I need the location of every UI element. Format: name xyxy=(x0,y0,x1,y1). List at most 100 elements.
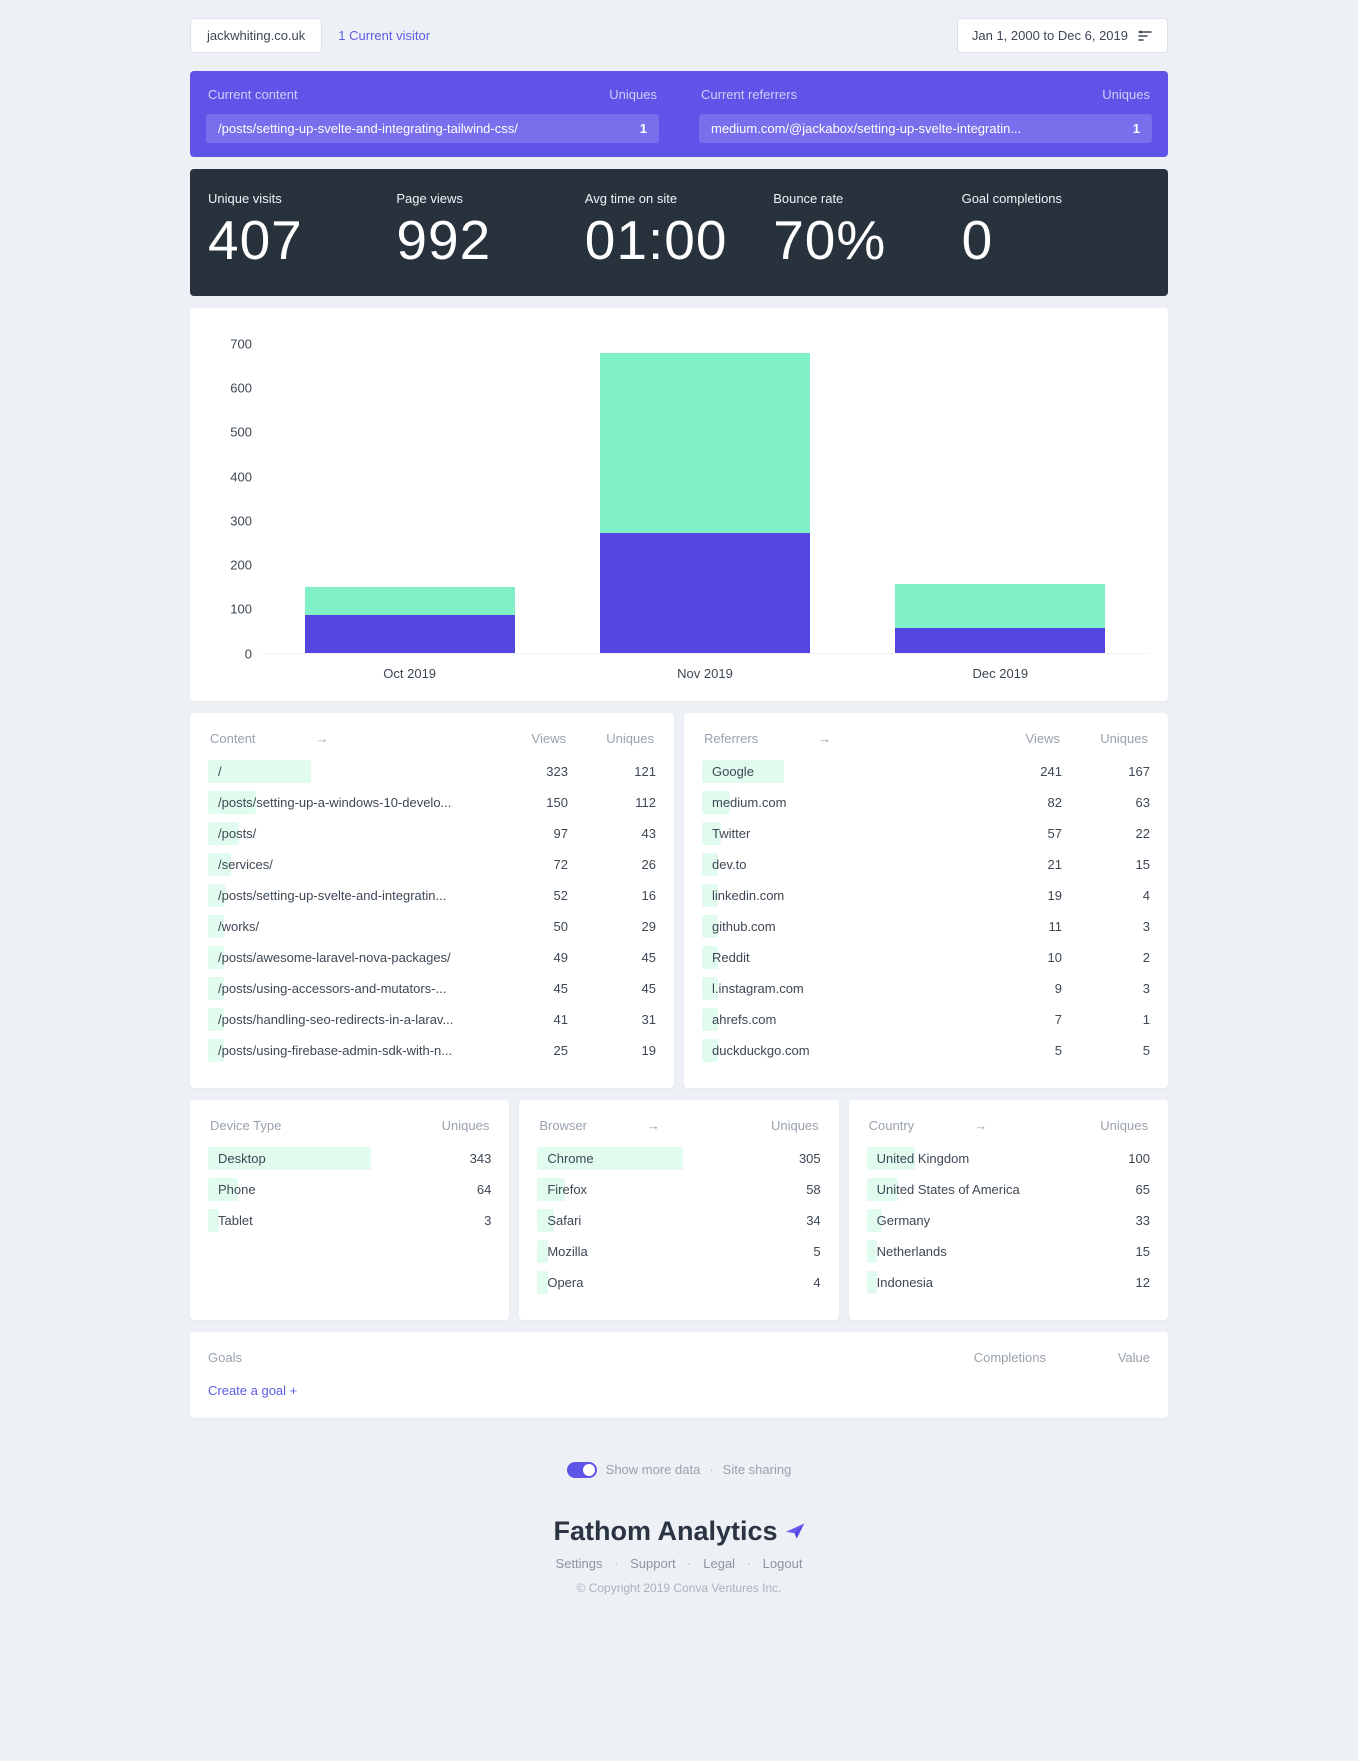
content-row[interactable]: /posts/ 97 43 xyxy=(208,821,656,845)
device-row[interactable]: Desktop 343 xyxy=(208,1146,491,1170)
browser-name: Chrome xyxy=(547,1150,594,1166)
value-highlight-bar xyxy=(208,1208,219,1232)
value-highlight-bar xyxy=(208,1038,224,1062)
x-axis: Oct 2019 Nov 2019 Dec 2019 xyxy=(262,666,1148,681)
device-type-table: Device Type Uniques Desktop 343 Phone 64 xyxy=(190,1099,510,1320)
views-value: 45 xyxy=(553,980,568,996)
referrer-row[interactable]: Google 241 167 xyxy=(702,759,1150,783)
show-more-data-toggle[interactable] xyxy=(566,1461,597,1478)
referrer-name: github.com xyxy=(712,918,776,934)
footer-links: Settings · Support · Legal · Logout xyxy=(190,1556,1168,1571)
browser-name: Opera xyxy=(547,1274,584,1290)
browser-row[interactable]: Chrome 305 xyxy=(537,1146,821,1170)
plot-area xyxy=(262,344,1148,654)
bar-segment xyxy=(600,352,810,533)
country-name: Indonesia xyxy=(876,1274,934,1290)
stat-label: Unique visits xyxy=(208,191,282,206)
referrer-row[interactable]: github.com 11 3 xyxy=(702,914,1150,938)
content-row[interactable]: /posts/awesome-laravel-nova-packages/ 49… xyxy=(208,945,656,969)
sort-arrow-icon[interactable]: → xyxy=(818,730,832,746)
traffic-chart-card: 700 600 500 400 300 200 100 0 Oct 2019 Nov 2019 D… xyxy=(190,307,1168,701)
browser-row[interactable]: Opera 4 xyxy=(537,1270,821,1294)
referrer-row[interactable]: Twitter 57 22 xyxy=(702,821,1150,845)
stat-label: Bounce rate xyxy=(773,191,844,206)
content-row[interactable]: /posts/using-accessors-and-mutators-... … xyxy=(208,976,656,1000)
browser-name: Firefox xyxy=(547,1181,588,1197)
views-value: 10 xyxy=(1047,949,1062,965)
site-sharing-link[interactable]: Site sharing xyxy=(722,1462,792,1478)
views-value: 323 xyxy=(546,763,568,779)
referrer-row[interactable]: dev.to 21 15 xyxy=(702,852,1150,876)
current-content-label: Current content xyxy=(208,87,298,102)
site-selector-button[interactable]: jackwhiting.co.uk xyxy=(190,18,323,53)
views-value: 19 xyxy=(1047,887,1062,903)
current-referrer-item[interactable]: medium.com/@jackabox/setting-up-svelte-i… xyxy=(699,114,1152,143)
content-row[interactable]: /services/ 72 26 xyxy=(208,852,656,876)
current-content-value: 1 xyxy=(639,121,647,136)
value-highlight-bar xyxy=(537,1270,549,1294)
uniques-value: 15 xyxy=(1135,1243,1150,1259)
country-row[interactable]: Germany 33 xyxy=(866,1208,1150,1232)
country-row[interactable]: Indonesia 12 xyxy=(866,1270,1150,1294)
bar-column[interactable] xyxy=(262,344,557,653)
support-link[interactable]: Support xyxy=(630,1555,676,1571)
value-highlight-bar xyxy=(702,759,784,783)
device-name: Tablet xyxy=(218,1212,253,1228)
country-table-title: Country xyxy=(868,1117,915,1133)
goals-card: Goals Completions Value Create a goal + xyxy=(190,1331,1168,1418)
sort-arrow-icon[interactable]: → xyxy=(974,1117,988,1133)
country-table: Country → Uniques United Kingdom 100 Uni… xyxy=(848,1099,1168,1320)
bar-column[interactable] xyxy=(853,344,1148,653)
content-row[interactable]: /posts/setting-up-a-windows-10-develo...… xyxy=(208,790,656,814)
current-content-item[interactable]: /posts/setting-up-svelte-and-integrating… xyxy=(206,114,659,143)
referrer-row[interactable]: Reddit 10 2 xyxy=(702,945,1150,969)
content-row[interactable]: / 323 121 xyxy=(208,759,656,783)
uniques-column-header: Uniques xyxy=(770,1117,819,1133)
referrer-row[interactable]: ahrefs.com 7 1 xyxy=(702,1007,1150,1031)
content-path: /services/ xyxy=(218,856,273,872)
content-row[interactable]: /works/ 50 29 xyxy=(208,914,656,938)
browser-row[interactable]: Safari 34 xyxy=(537,1208,821,1232)
referrer-row[interactable]: linkedin.com 19 4 xyxy=(702,883,1150,907)
sort-arrow-icon[interactable]: → xyxy=(647,1117,661,1133)
referrer-row[interactable]: duckduckgo.com 5 5 xyxy=(702,1038,1150,1062)
value-highlight-bar xyxy=(208,914,224,938)
value-highlight-bar xyxy=(866,1146,915,1170)
content-row[interactable]: /posts/handling-seo-redirects-in-a-larav… xyxy=(208,1007,656,1031)
uniques-value: 167 xyxy=(1128,763,1150,779)
date-range-picker[interactable]: Jan 1, 2000 to Dec 6, 2019 xyxy=(956,18,1168,53)
current-referrer-value: 1 xyxy=(1132,121,1140,136)
device-row[interactable]: Tablet 3 xyxy=(208,1208,491,1232)
content-row[interactable]: /posts/using-firebase-admin-sdk-with-n..… xyxy=(208,1038,656,1062)
uniques-value: 121 xyxy=(634,763,656,779)
referrer-row[interactable]: l.instagram.com 9 3 xyxy=(702,976,1150,1000)
device-row[interactable]: Phone 64 xyxy=(208,1177,492,1201)
device-name: Phone xyxy=(218,1181,256,1197)
legal-link[interactable]: Legal xyxy=(703,1555,736,1571)
footer-controls: Show more data · Site sharing xyxy=(190,1461,1168,1478)
views-value: 49 xyxy=(553,949,568,965)
bar-column[interactable] xyxy=(557,344,852,653)
browser-row[interactable]: Mozilla 5 xyxy=(537,1239,821,1263)
value-highlight-bar xyxy=(208,976,224,1000)
logout-link[interactable]: Logout xyxy=(762,1555,803,1571)
current-visitor-link[interactable]: 1 Current visitor xyxy=(338,28,431,43)
value-highlight-bar xyxy=(537,1208,554,1232)
current-content-path: /posts/setting-up-svelte-and-integrating… xyxy=(218,121,518,136)
country-row[interactable]: United States of America 65 xyxy=(866,1177,1150,1201)
referrer-row[interactable]: medium.com 82 63 xyxy=(702,790,1150,814)
browser-row[interactable]: Firefox 58 xyxy=(537,1177,821,1201)
content-row[interactable]: /posts/setting-up-svelte-and-integratin.… xyxy=(208,883,656,907)
country-row[interactable]: Netherlands 15 xyxy=(866,1239,1150,1263)
create-goal-link[interactable]: Create a goal + xyxy=(208,1382,298,1398)
stat-label: Page views xyxy=(396,191,463,206)
sort-arrow-icon[interactable]: → xyxy=(315,730,329,746)
uniques-value: 64 xyxy=(476,1181,492,1197)
uniques-value: 65 xyxy=(1135,1181,1150,1197)
country-row[interactable]: United Kingdom 100 xyxy=(866,1146,1150,1170)
uniques-column-header: Uniques xyxy=(441,1117,490,1133)
settings-link[interactable]: Settings xyxy=(555,1555,603,1571)
referrer-name: ahrefs.com xyxy=(712,1011,777,1027)
views-value: 57 xyxy=(1047,825,1062,841)
views-value: 50 xyxy=(553,918,568,934)
